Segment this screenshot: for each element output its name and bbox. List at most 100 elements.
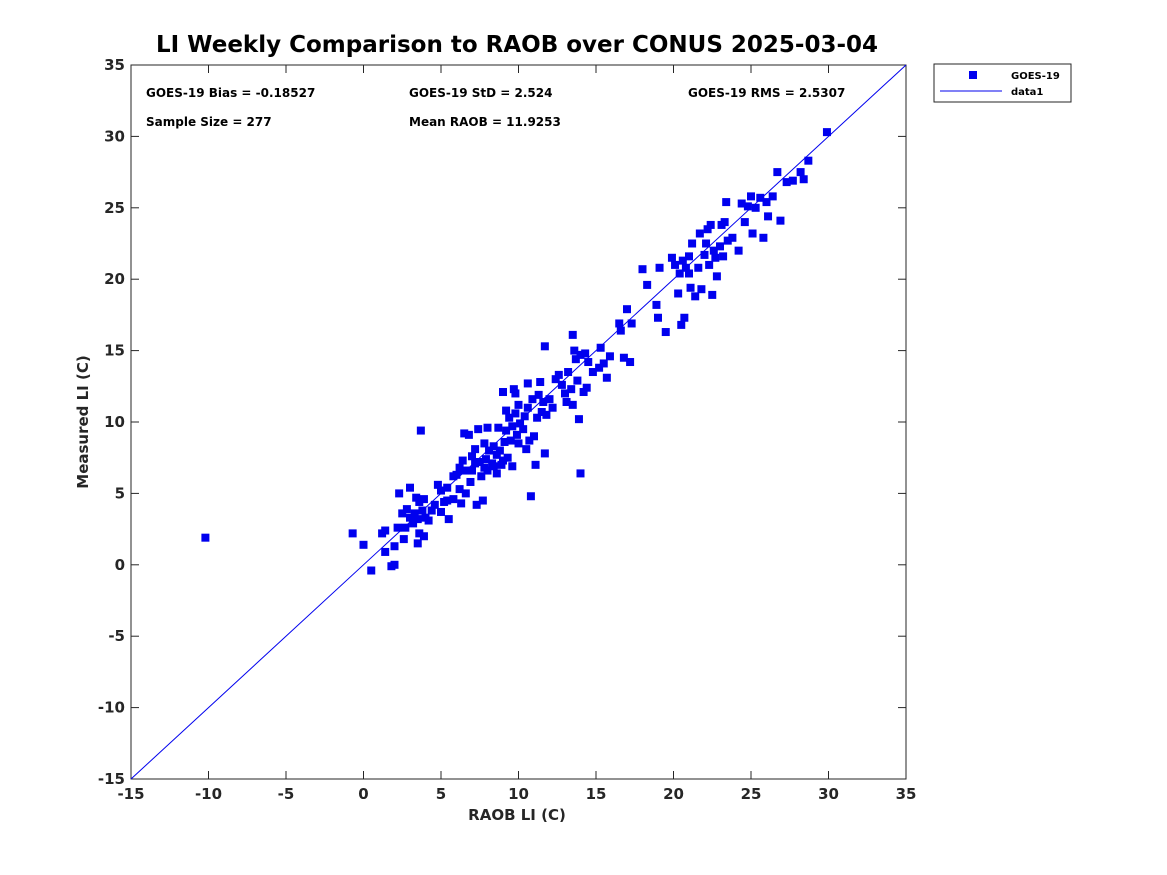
scatter-point: [652, 300, 661, 309]
scatter-point: [728, 233, 737, 242]
scatter-point: [623, 305, 631, 314]
scatter-point: [471, 445, 480, 454]
scatter-point: [680, 313, 689, 322]
legend-box: [933, 63, 1072, 103]
x-tick-label: 20: [663, 785, 684, 803]
scatter-point: [419, 495, 428, 504]
y-tick-label: 25: [104, 199, 125, 217]
scatter-point: [796, 168, 805, 177]
scatter-point: [678, 256, 687, 265]
scatter-point: [474, 425, 483, 434]
scatter-point: [430, 500, 439, 509]
scatter-point: [413, 515, 422, 524]
scatter-point: [424, 516, 433, 525]
y-tick-label: -5: [108, 627, 125, 645]
scatter-point: [480, 439, 489, 448]
scatter-point: [427, 506, 436, 515]
y-tick-label: 35: [104, 56, 125, 74]
scatter-point: [685, 252, 693, 261]
scatter-point: [545, 395, 554, 404]
scatter-point: [466, 477, 475, 486]
scatter-point: [468, 452, 476, 461]
scatter-point: [519, 425, 528, 434]
scatter-point: [495, 446, 504, 455]
scatter-point: [568, 400, 577, 409]
y-axis-label: Measured LI (C): [74, 355, 92, 488]
scatter-point: [468, 466, 476, 475]
scatter-point: [605, 352, 614, 361]
scatter-point: [564, 368, 573, 377]
scatter-point: [697, 285, 706, 294]
legend: GOES-19 data1: [933, 63, 1072, 103]
scatter-point: [464, 430, 473, 439]
scatter-point: [571, 355, 580, 364]
scatter-point: [433, 480, 442, 489]
scatter-point: [708, 290, 717, 299]
scatter-point: [443, 496, 452, 505]
scatter-point: [667, 253, 676, 262]
scatter-point: [477, 472, 486, 481]
scatter-point: [492, 469, 501, 478]
scatter-point: [691, 292, 700, 301]
scatter-point: [654, 313, 662, 322]
scatter-point: [595, 363, 604, 372]
scatter-point: [536, 378, 545, 387]
scatter-point: [576, 469, 585, 478]
scatter-point: [567, 385, 576, 394]
x-tick-label: 0: [358, 785, 368, 803]
x-tick-label: 35: [896, 785, 917, 803]
scatter-point: [576, 350, 585, 359]
scatter-point: [581, 349, 590, 358]
stat-mean-raob: Mean RAOB = 11.9253: [409, 115, 561, 129]
scatter-point: [512, 430, 521, 439]
scatter-point: [747, 192, 755, 201]
scatter-point: [619, 353, 628, 362]
scatter-point: [499, 388, 507, 397]
scatter-point: [706, 220, 715, 229]
chart-title: LI Weekly Comparison to RAOB over CONUS …: [156, 32, 878, 58]
scatter-point: [381, 547, 390, 556]
scatter-point: [505, 413, 514, 422]
scatter-point: [475, 457, 484, 466]
scatter-point: [655, 263, 664, 272]
scatter-point: [734, 246, 743, 255]
scatter-point: [638, 265, 647, 274]
scatter-point: [511, 389, 520, 398]
scatter-point: [570, 346, 579, 355]
scatter-point: [719, 252, 728, 261]
scatter-point: [705, 260, 714, 269]
x-tick-label: 25: [741, 785, 762, 803]
scatter-point: [516, 419, 525, 428]
scatter-point: [722, 198, 731, 207]
scatter-point: [685, 269, 693, 278]
scatter-point: [579, 388, 588, 397]
scatter-point: [416, 426, 425, 435]
x-tick-label: 10: [508, 785, 529, 803]
scatter-point: [737, 199, 746, 208]
scatter-point: [460, 466, 469, 475]
scatter-point: [596, 343, 605, 352]
scatter-point: [402, 505, 411, 514]
scatter-point: [399, 535, 408, 544]
scatter-point: [455, 485, 464, 494]
scatter-point: [497, 460, 506, 469]
scatter-point: [506, 436, 515, 445]
scatter-point: [514, 439, 523, 448]
scatter-point: [499, 456, 507, 465]
scatter-point: [712, 272, 721, 281]
scatter-point: [599, 359, 608, 368]
legend-label-goes19: GOES-19: [1011, 71, 1060, 82]
scatter-point: [764, 212, 773, 221]
y-axis-ticks: -15 -10 -5 0 5 10 15 20 25 30 35: [98, 56, 906, 788]
scatter-point: [395, 489, 404, 498]
scatter-point: [483, 423, 492, 432]
scatter-point: [437, 507, 445, 516]
y-tick-label: -15: [98, 770, 125, 788]
scatter-point: [716, 242, 724, 251]
scatter-point: [751, 203, 760, 212]
scatter-point: [398, 509, 407, 518]
scatter-point: [481, 455, 490, 464]
scatter-point: [413, 539, 422, 548]
scatter-point: [548, 403, 557, 412]
scatter-point: [740, 218, 749, 227]
